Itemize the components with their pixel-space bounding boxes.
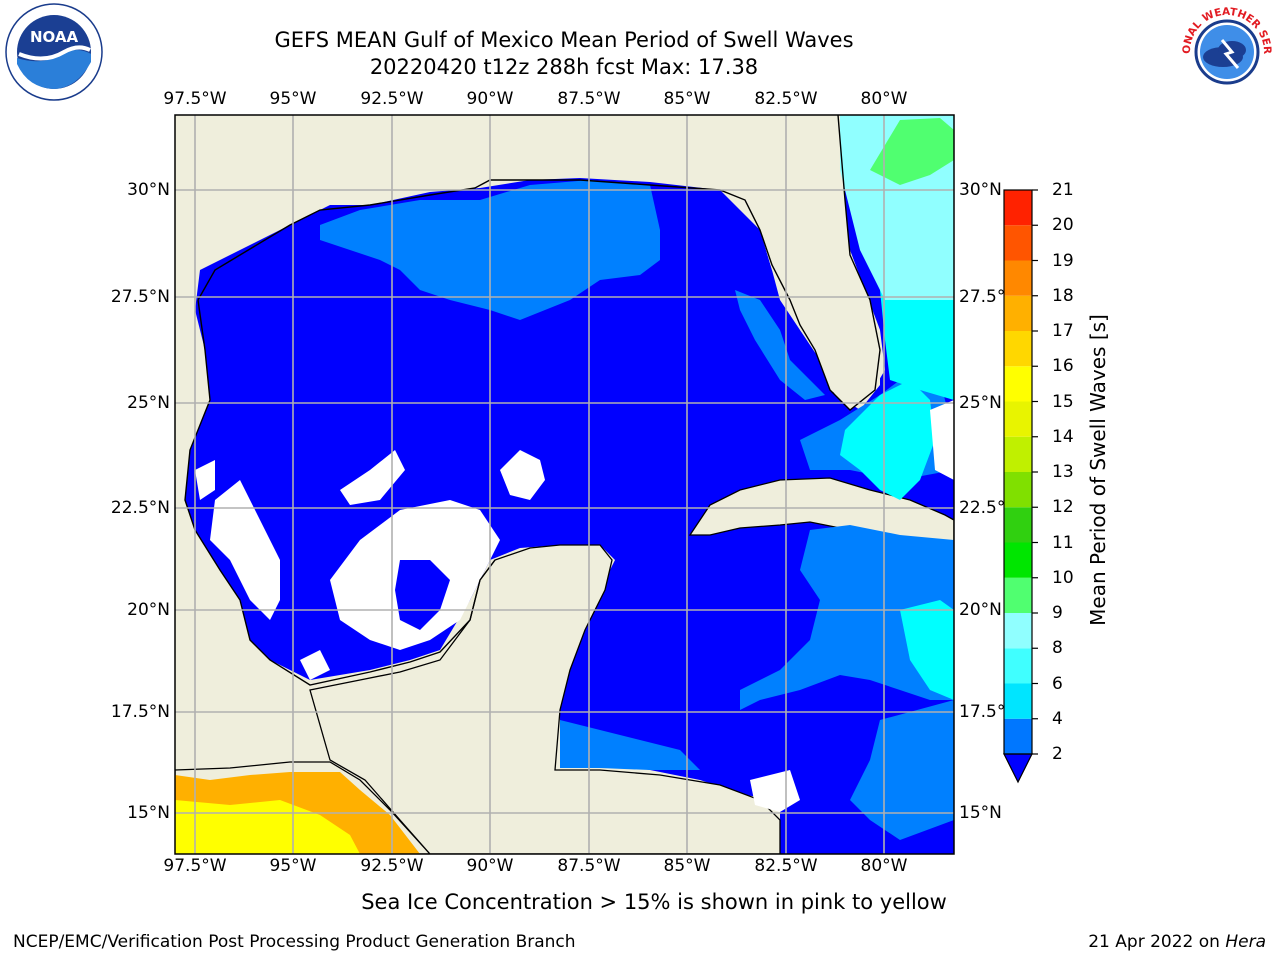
lon-label-bottom: 85°W: [663, 856, 711, 876]
lon-label-bottom: 92.5°W: [360, 856, 424, 876]
lat-label-right: 22.5°: [959, 498, 1006, 518]
colorbar-tick-label: 2: [1052, 744, 1063, 764]
lon-label-bottom: 95°W: [269, 856, 317, 876]
colorbar-segment: [1004, 366, 1032, 402]
noaa-logo-icon: NOAA: [5, 3, 103, 101]
colorbar-tick-label: 15: [1052, 391, 1074, 412]
colorbar-segment: [1004, 718, 1032, 754]
nws-logo-icon: NATIONAL WEATHER SERVICE: [1176, 2, 1274, 99]
coastline: [197, 115, 881, 411]
footer-date: 21 Apr 2022 on Hera: [1088, 932, 1266, 952]
colorbar: [1003, 189, 1038, 784]
colorbar-segment: [1004, 225, 1032, 261]
lat-label-right: 30°N: [959, 180, 1002, 200]
colorbar-segment: [1004, 331, 1032, 367]
lat-label-left: 22.5°N: [110, 498, 170, 518]
lat-label-left: 27.5°N: [110, 287, 170, 307]
colorbar-tick-label: 6: [1052, 673, 1063, 694]
colorbar-tick-label: 20: [1052, 215, 1074, 236]
colorbar-segment: [1004, 472, 1032, 508]
lon-label-top: 97.5°W: [163, 89, 227, 109]
lat-label-left: 17.5°N: [110, 702, 170, 722]
cuba: [688, 477, 954, 571]
lon-label-top: 92.5°W: [360, 89, 424, 109]
colorbar-segment: [1004, 683, 1032, 719]
colorbar-tick-label: 17: [1052, 321, 1074, 341]
map-subtitle: 20220420 t12z 288h fcst Max: 17.38: [369, 55, 759, 79]
lon-label-top: 87.5°W: [557, 89, 621, 109]
colorbar-tick-label: 16: [1052, 356, 1074, 377]
colorbar-tick-label: 18: [1052, 285, 1074, 306]
colorbar-tick-label: 12: [1052, 497, 1074, 518]
lat-label-right: 15°N: [959, 803, 1002, 823]
lon-label-bottom: 90°W: [466, 856, 514, 876]
lat-label-left: 30°N: [127, 180, 170, 200]
lon-label-bottom: 97.5°W: [163, 856, 227, 876]
colorbar-segment: [1004, 190, 1032, 226]
lon-label-top: 95°W: [269, 89, 317, 109]
lat-label-right: 17.5°: [959, 702, 1006, 722]
colorbar-segment: [1004, 436, 1032, 472]
footer-machine: Hera: [1225, 932, 1266, 952]
colorbar-tick-label: 13: [1052, 462, 1074, 482]
lat-label-left: 25°N: [127, 393, 170, 413]
lon-label-bottom: 87.5°W: [557, 856, 621, 876]
colorbar-segment: [1004, 542, 1032, 578]
lon-label-top: 90°W: [466, 89, 514, 109]
colorbar-segment: [1004, 401, 1032, 437]
colorbar-tick-label: 8: [1052, 638, 1063, 659]
colorbar-segment: [1004, 577, 1032, 613]
colorbar-segment: [1004, 507, 1032, 543]
colorbar-tick-label: 14: [1052, 426, 1074, 447]
colorbar-segment: [1004, 613, 1032, 649]
ice-caption: Sea Ice Concentration > 15% is shown in …: [361, 890, 947, 914]
colorbar-tick-label: 9: [1052, 603, 1063, 623]
colorbar-tick-label: 10: [1052, 567, 1074, 588]
colorbar-tick-label: 4: [1052, 708, 1063, 729]
lon-label-top: 85°W: [663, 89, 711, 109]
colorbar-extend-arrow: [1003, 753, 1033, 784]
lon-label-top: 80°W: [860, 89, 908, 109]
colorbar-segment: [1004, 648, 1032, 684]
lon-label-top: 82.5°W: [754, 89, 818, 109]
lon-label-bottom: 82.5°W: [754, 856, 818, 876]
colorbar-tick-label: 21: [1052, 180, 1074, 200]
colorbar-segment: [1004, 295, 1032, 331]
map-title: GEFS MEAN Gulf of Mexico Mean Period of …: [274, 28, 854, 52]
lat-label-left: 20°N: [127, 600, 170, 620]
svg-text:NOAA: NOAA: [30, 28, 79, 46]
colorbar-tick-label: 19: [1052, 250, 1074, 271]
footer-credit: NCEP/EMC/Verification Post Processing Pr…: [13, 932, 576, 952]
colorbar-segment: [1004, 260, 1032, 296]
lon-label-bottom: 80°W: [860, 856, 908, 876]
lat-label-right: 25°N: [959, 393, 1002, 413]
lat-label-right: 20°N: [959, 600, 1002, 620]
colorbar-label: Mean Period of Swell Waves [s]: [1086, 314, 1110, 626]
colorbar-tick-label: 11: [1052, 532, 1074, 553]
gulf-water: [185, 115, 954, 854]
lat-label-right: 27.5°: [959, 287, 1006, 307]
lat-label-left: 15°N: [127, 803, 170, 823]
